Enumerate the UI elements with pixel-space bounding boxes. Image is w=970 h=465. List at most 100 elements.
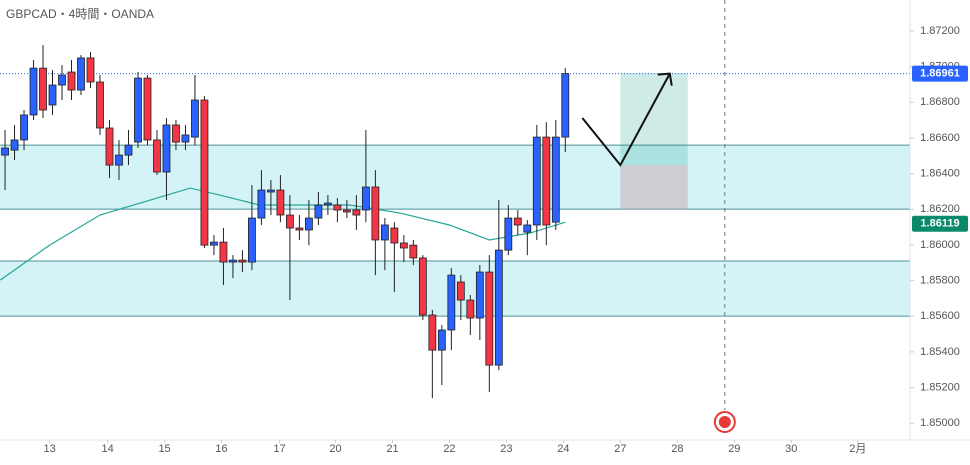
event-icon-inner	[718, 416, 731, 428]
candle-body	[238, 259, 247, 263]
axes: 1.872001.870001.868001.866001.864001.862…	[44, 25, 968, 455]
candle-body	[418, 257, 427, 316]
y-tick-label: 1.85600	[920, 310, 960, 322]
y-tick-label: 1.87200	[920, 25, 960, 37]
price-label: 1.86119	[920, 218, 959, 230]
candle-body	[295, 227, 304, 231]
candle-body	[10, 139, 19, 151]
candle-body	[143, 77, 152, 141]
candle-body	[172, 124, 180, 143]
position-target	[620, 73, 688, 166]
x-tick-label: 29	[728, 443, 740, 455]
x-tick-label: 16	[215, 443, 227, 455]
candle-body	[48, 84, 57, 106]
price-label-box	[912, 215, 968, 232]
y-tick-label: 1.86200	[920, 203, 960, 215]
candle-body	[115, 154, 123, 166]
candle-body	[162, 124, 171, 173]
candle-body	[67, 71, 76, 91]
position-stop	[620, 165, 688, 210]
candle-body	[342, 209, 351, 213]
candle-body	[352, 209, 361, 216]
x-tick-label: 15	[158, 443, 170, 455]
x-tick-label: 28	[671, 443, 683, 455]
y-tick-label: 1.85200	[920, 381, 960, 393]
candle-body	[323, 202, 332, 206]
price-label: 1.86961	[920, 68, 960, 80]
candle-body	[447, 274, 456, 331]
x-tick-label: 13	[44, 443, 56, 455]
candle-body	[504, 217, 513, 251]
y-tick-label: 1.86800	[920, 96, 960, 108]
candle-body	[276, 189, 285, 216]
x-tick-label: 27	[614, 443, 626, 455]
candle-body	[105, 127, 114, 166]
projection-arrow	[581, 73, 671, 167]
candle-body	[134, 77, 142, 143]
x-tick-label: 30	[785, 443, 797, 455]
candle-body	[39, 67, 47, 111]
x-tick-label: 14	[101, 443, 113, 455]
candle-body	[399, 242, 408, 249]
candle-body	[532, 136, 541, 226]
y-tick-label: 1.85000	[920, 417, 960, 429]
candle-body	[257, 189, 266, 219]
x-tick-label: 2月	[849, 443, 866, 455]
candle-body	[513, 217, 522, 226]
candle-body	[475, 271, 484, 319]
candle-body	[200, 99, 209, 246]
candle-body	[551, 136, 560, 223]
candle-body	[96, 81, 104, 129]
candle-body	[485, 271, 494, 366]
zone	[0, 145, 910, 210]
candle-body	[361, 186, 370, 211]
x-tick-label: 23	[500, 443, 512, 455]
candle-body	[229, 259, 237, 263]
candle-body	[437, 329, 446, 351]
candle-body	[267, 189, 275, 193]
plot	[0, 45, 673, 399]
candle-body	[219, 241, 228, 263]
price-label-box	[912, 65, 968, 82]
candle-body	[494, 249, 503, 366]
x-tick-label: 21	[386, 443, 398, 455]
candle-body	[248, 217, 256, 263]
candle-body	[58, 74, 66, 86]
y-tick-label: 1.86400	[920, 168, 960, 180]
y-tick-label: 1.86600	[920, 132, 960, 144]
y-tick-label: 1.86000	[920, 239, 960, 251]
candle-body	[1, 147, 9, 156]
candle-body	[333, 204, 342, 211]
candle-body	[466, 299, 475, 319]
plot-back	[0, 0, 910, 410]
candle-body	[86, 57, 95, 83]
candle-body	[314, 204, 323, 219]
arrow-head	[657, 72, 673, 86]
candle-body	[29, 67, 38, 116]
candle-body	[371, 186, 380, 241]
candle-body	[305, 217, 313, 231]
candle-body	[409, 244, 418, 259]
candle-body	[77, 57, 85, 91]
candle-body	[390, 227, 399, 244]
candle-body	[181, 134, 190, 143]
y-tick-label: 1.85400	[920, 346, 960, 358]
x-tick-label: 22	[443, 443, 455, 455]
candle-body	[456, 281, 465, 301]
candle-body	[428, 314, 437, 351]
candle-body	[210, 241, 218, 246]
x-tick-label: 17	[273, 443, 285, 455]
candle-body	[191, 99, 199, 138]
candle-body	[20, 114, 28, 141]
candle-body	[561, 73, 570, 138]
candle-body	[380, 224, 389, 241]
x-tick-label: 24	[557, 443, 569, 455]
candle-body	[286, 214, 294, 229]
y-tick-label: 1.85800	[920, 275, 960, 287]
candle-body	[542, 136, 551, 226]
chart-title: GBPCAD・4時間・OANDA	[6, 7, 154, 21]
candle-body	[153, 139, 161, 173]
